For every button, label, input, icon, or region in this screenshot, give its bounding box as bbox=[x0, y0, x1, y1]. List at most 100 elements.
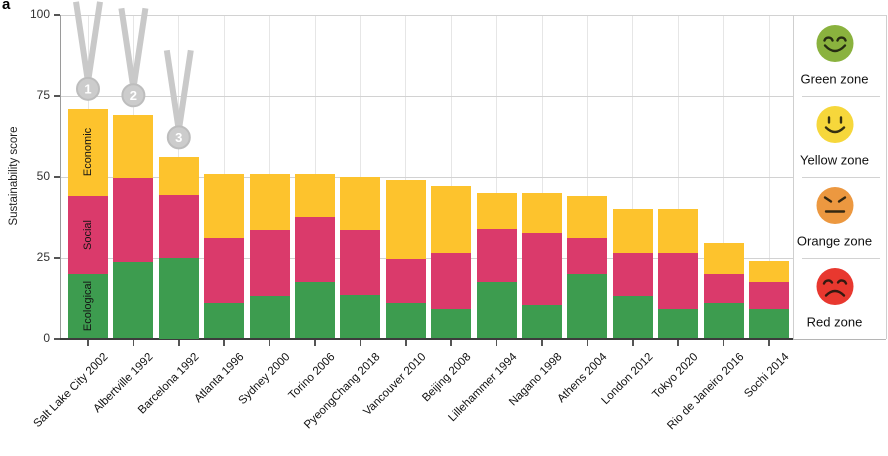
face-feature bbox=[824, 289, 845, 297]
medal-ribbon-icon bbox=[130, 7, 149, 89]
bar-segment-economic bbox=[340, 176, 381, 231]
x-tick-mark bbox=[87, 340, 89, 346]
face-feature bbox=[835, 36, 847, 43]
face-feature bbox=[837, 196, 846, 203]
zone-label-yellow: Yellow zone bbox=[800, 152, 869, 168]
x-tick-mark bbox=[541, 340, 543, 346]
horizontal-gridline bbox=[60, 257, 793, 259]
face-feature bbox=[822, 36, 834, 43]
medal-ribbon-icon bbox=[175, 49, 194, 131]
bar-segment-ecological bbox=[703, 302, 744, 339]
bar-segment-social bbox=[204, 238, 245, 303]
bar-segment-social bbox=[476, 228, 517, 282]
x-tick-mark bbox=[722, 340, 725, 346]
x-axis-extension bbox=[793, 338, 886, 340]
bar-segment-economic bbox=[158, 157, 199, 195]
segment-label-social: Social bbox=[82, 219, 94, 250]
bar-segment-economic bbox=[431, 186, 472, 253]
bar-segment-economic bbox=[68, 108, 108, 197]
zone-face-sad-icon bbox=[815, 267, 855, 312]
x-tick-mark bbox=[132, 340, 135, 346]
medal-ribbon-icon bbox=[85, 1, 103, 83]
bar-segment-economic bbox=[703, 243, 744, 274]
bar-segment-social bbox=[385, 259, 426, 303]
face-circle bbox=[816, 106, 853, 144]
face-feature bbox=[822, 279, 833, 285]
bar-segment-ecological bbox=[385, 302, 426, 339]
bar-segment-social bbox=[567, 238, 608, 274]
bar-segment-economic bbox=[658, 209, 699, 253]
face-feature bbox=[836, 279, 847, 285]
zone-label-red: Red zone bbox=[806, 314, 863, 330]
y-tick-label: 75 bbox=[36, 87, 50, 102]
bar-segment-ecological bbox=[204, 302, 245, 339]
bar-segment-ecological bbox=[295, 281, 335, 339]
y-tick-mark bbox=[54, 337, 60, 340]
x-tick-mark bbox=[450, 340, 452, 346]
bar-segment-social bbox=[113, 178, 154, 263]
zone-face-neutral-icon bbox=[815, 186, 855, 231]
y-tick-label: 100 bbox=[29, 7, 50, 21]
segment-label-ecological: Ecological bbox=[82, 281, 94, 332]
sad-face-icon bbox=[816, 268, 853, 306]
face-circle bbox=[816, 268, 853, 306]
bar-segment-ecological bbox=[658, 309, 699, 339]
legend-zone-separator bbox=[802, 95, 880, 97]
bar-segment-social bbox=[612, 252, 653, 297]
bar-segment-social bbox=[703, 273, 744, 303]
bar-segment-social bbox=[249, 230, 290, 297]
bar-segment-economic bbox=[249, 173, 290, 231]
zone-label-green: Green zone bbox=[800, 71, 869, 87]
x-tick-mark bbox=[268, 340, 271, 346]
medal-ribbon-icon bbox=[118, 7, 137, 89]
x-tick-mark bbox=[178, 340, 180, 346]
bar-segment-social bbox=[431, 252, 472, 310]
y-axis-line bbox=[60, 15, 61, 339]
bar-segment-ecological bbox=[749, 309, 789, 339]
bar-segment-ecological bbox=[567, 273, 608, 339]
x-tick-mark bbox=[632, 340, 634, 346]
bar-segment-ecological bbox=[113, 262, 154, 339]
bar-segment-economic bbox=[522, 192, 562, 234]
y-tick-label: 50 bbox=[36, 168, 50, 183]
smile-face-icon bbox=[816, 106, 853, 144]
y-tick-label: 0 bbox=[43, 330, 50, 345]
bar-segment-social bbox=[68, 196, 108, 274]
y-tick-label: 25 bbox=[36, 249, 50, 264]
face-feature bbox=[823, 196, 832, 203]
legend-zone-separator bbox=[802, 176, 880, 178]
bar-segment-economic bbox=[385, 179, 426, 260]
legend-right-border bbox=[886, 15, 887, 339]
bar-segment-social bbox=[658, 252, 699, 310]
bar-segment-economic bbox=[749, 260, 789, 282]
bar-segment-ecological bbox=[522, 304, 562, 339]
y-tick-mark bbox=[54, 175, 60, 178]
y-tick-mark bbox=[54, 256, 60, 259]
bar-segment-ecological bbox=[249, 296, 290, 339]
x-tick-mark bbox=[314, 340, 316, 346]
zone-face-smile-icon bbox=[815, 105, 855, 150]
bar-segment-ecological bbox=[158, 257, 199, 339]
bar-segment-social bbox=[522, 233, 562, 305]
zone-face-happy-icon bbox=[815, 24, 855, 69]
x-axis-line bbox=[60, 338, 793, 340]
bar-segment-ecological bbox=[476, 281, 517, 339]
legend-zone-separator bbox=[802, 257, 880, 259]
neutral-face-icon bbox=[816, 187, 853, 225]
bar-segment-ecological bbox=[431, 309, 472, 339]
panel-label: a bbox=[2, 0, 11, 13]
bar-segment-social bbox=[158, 194, 199, 258]
bar-segment-ecological bbox=[340, 294, 381, 339]
bar-segment-economic bbox=[295, 173, 335, 218]
horizontal-gridline bbox=[60, 176, 793, 178]
medal-ribbon-icon bbox=[163, 49, 182, 131]
bar-segment-economic bbox=[113, 115, 154, 179]
medal-ribbon-icon bbox=[73, 1, 91, 83]
bar-segment-economic bbox=[567, 196, 608, 239]
face-feature bbox=[823, 44, 846, 53]
x-tick-mark bbox=[223, 340, 225, 346]
happy-face-icon bbox=[816, 25, 853, 63]
bar-segment-social bbox=[295, 217, 335, 282]
bar-segment-economic bbox=[204, 173, 245, 239]
segment-label-economic: Economic bbox=[82, 128, 94, 177]
